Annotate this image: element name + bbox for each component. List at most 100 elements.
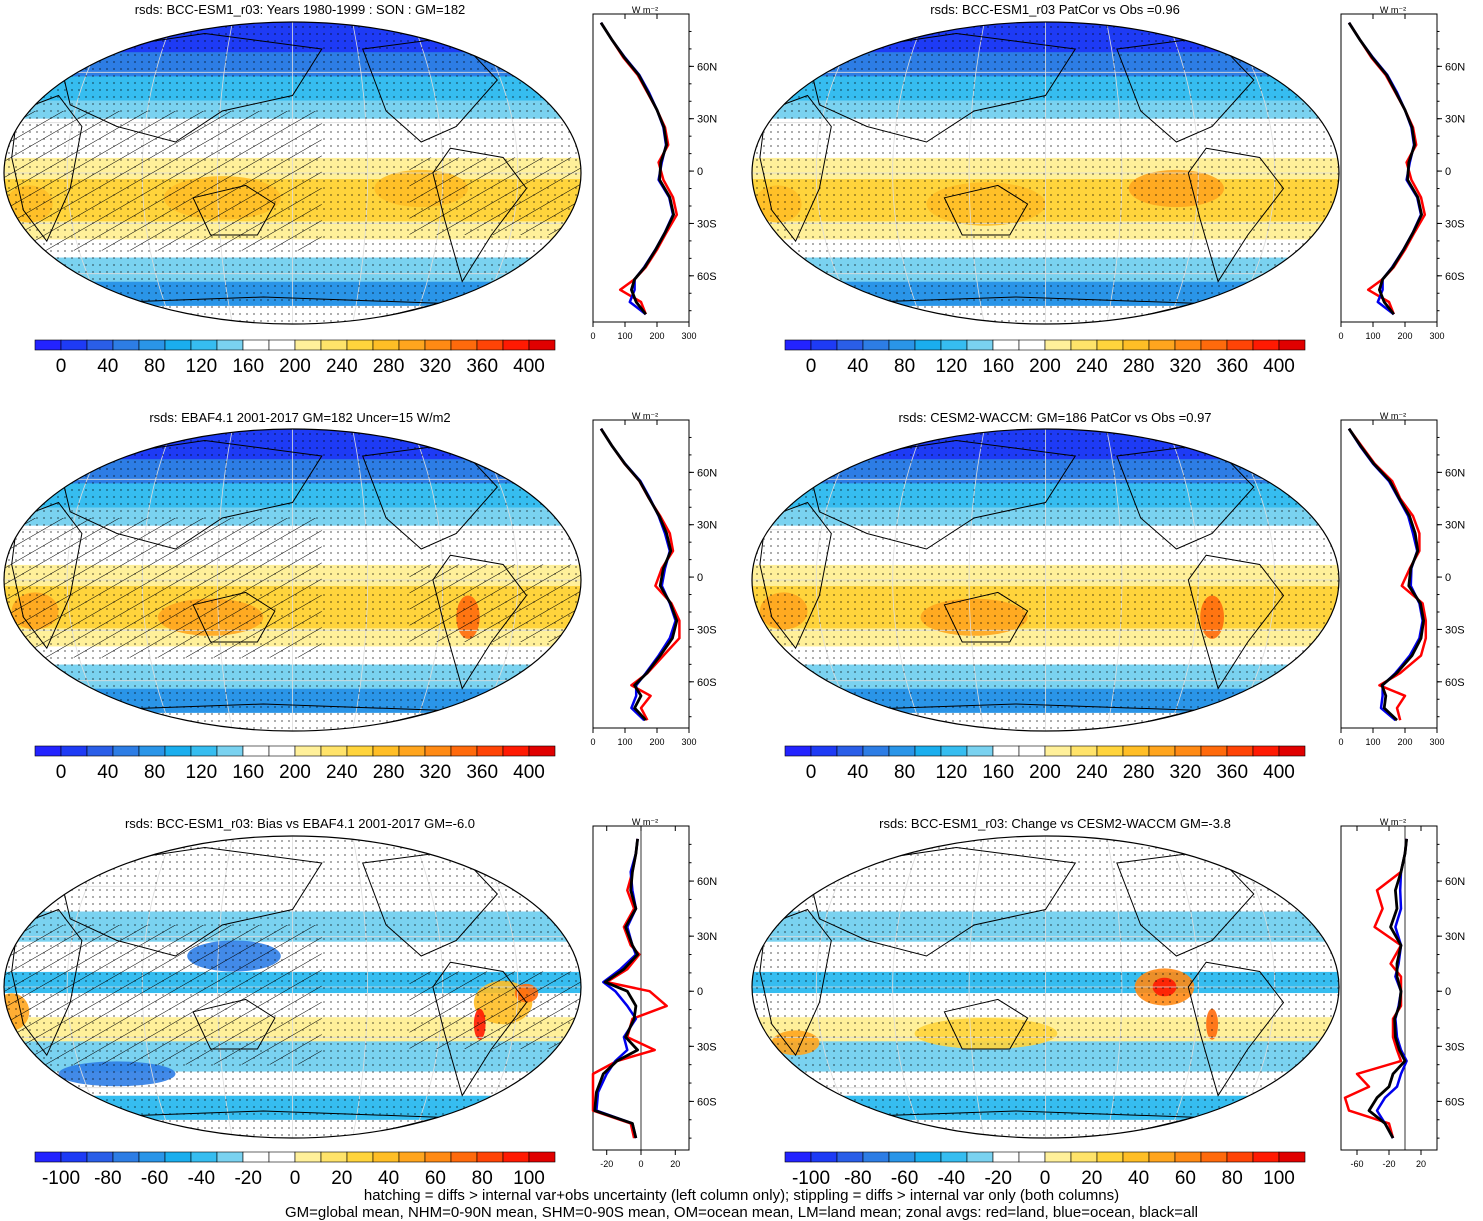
zonal-x-tick-label: 200 xyxy=(1397,331,1412,341)
colorbar-tick-label: 80 xyxy=(472,1168,493,1189)
stippling xyxy=(752,22,1339,324)
colorbar-swatch xyxy=(164,1151,192,1163)
colorbar-swatch xyxy=(1148,339,1176,351)
zonal-x-tick-label: 300 xyxy=(681,737,696,747)
zonal-frame xyxy=(1340,419,1438,729)
colorbar-tick-label: 40 xyxy=(378,1168,399,1189)
zonal-line-ocean xyxy=(599,428,677,722)
colorbar-tick-label: 60 xyxy=(1175,1168,1196,1189)
map-field xyxy=(4,429,581,731)
colorbar-swatch xyxy=(940,745,968,757)
colorbar-tick-label: 40 xyxy=(97,762,118,783)
colorbar-swatch xyxy=(216,339,244,351)
zonal-mean-panel-3: W m⁻² 60N 30N 0 30S 60S 0 100 200 300 xyxy=(590,411,717,747)
colorbar-swatch xyxy=(992,339,1020,351)
zonal-unit-label: W m⁻² xyxy=(1380,411,1406,421)
colorbar-tick-label: 320 xyxy=(420,762,452,783)
coastline xyxy=(759,501,832,650)
colorbar-swatch xyxy=(862,339,890,351)
colorbar-swatch xyxy=(346,745,374,757)
coastline xyxy=(1187,554,1285,690)
coastline xyxy=(943,591,1029,643)
colorbar-swatch xyxy=(372,339,400,351)
coastline xyxy=(192,591,276,643)
zonal-y-tick-label: 60S xyxy=(697,1096,717,1108)
coastline xyxy=(1187,147,1285,283)
colorbar-tick-label: -60 xyxy=(141,1168,168,1189)
colorbar-swatch xyxy=(1044,339,1072,351)
map-field xyxy=(752,429,1339,731)
zonal-line-all xyxy=(1347,21,1423,316)
colorbar-tick-label: 200 xyxy=(1029,762,1061,783)
zonal-frame xyxy=(592,13,690,323)
zonal-y-tick-label: 60S xyxy=(1445,271,1465,283)
colorbar-swatch xyxy=(112,745,140,757)
colorbar-swatch xyxy=(242,745,270,757)
coastline xyxy=(759,94,832,243)
colorbar-swatch xyxy=(372,745,400,757)
zonal-line-ocean xyxy=(1347,22,1423,316)
colorbar-swatch xyxy=(1278,339,1306,351)
colorbar-swatch xyxy=(34,339,62,351)
colorbar-swatch xyxy=(966,745,994,757)
colorbar-swatch xyxy=(914,1151,942,1163)
colorbar-swatch xyxy=(346,1151,374,1163)
colorbar-tick-label: -80 xyxy=(94,1168,121,1189)
zonal-x-tick-label: -20 xyxy=(1382,1159,1395,1169)
panel-title-4: rsds: CESM2-WACCM: GM=186 PatCor vs Obs … xyxy=(898,410,1212,425)
colorbar-swatch xyxy=(164,745,192,757)
panel-title-1: rsds: BCC-ESM1_r03: Years 1980-1999 : SO… xyxy=(134,2,466,17)
colorbar-tick-label: 280 xyxy=(1123,356,1155,377)
colorbar-tick-label: 320 xyxy=(1170,762,1202,783)
zonal-line-ocean xyxy=(1347,428,1424,722)
colorbar-swatch xyxy=(268,1151,296,1163)
colorbar-tick-label: 280 xyxy=(373,356,405,377)
colorbar-swatch xyxy=(34,745,62,757)
colorbar-swatch xyxy=(836,339,864,351)
map-field xyxy=(752,22,1339,324)
zonal-y-tick-label: 60N xyxy=(1445,467,1465,479)
coastline xyxy=(11,94,83,243)
colorbar-swatch xyxy=(1044,745,1072,757)
zonal-x-tick-label: -60 xyxy=(1350,1159,1363,1169)
colorbar-swatch xyxy=(190,745,218,757)
zonal-line-land xyxy=(1347,22,1427,315)
zonal-y-tick-label: 30S xyxy=(697,218,717,230)
zonal-x-tick-label: 0 xyxy=(1338,737,1343,747)
colorbar-swatch xyxy=(784,339,812,351)
colorbar-tick-label: 0 xyxy=(806,356,817,377)
colorbar-swatch xyxy=(1200,1151,1228,1163)
zonal-y-tick-label: 60N xyxy=(1445,876,1465,888)
colorbar-swatch xyxy=(1122,745,1150,757)
colorbar-swatch xyxy=(836,1151,864,1163)
colorbar-swatch xyxy=(1252,339,1280,351)
colorbar-tick-label: 160 xyxy=(232,762,264,783)
colorbar-tick-label: 0 xyxy=(806,762,817,783)
zonal-line-all xyxy=(593,838,639,1139)
colorbar-swatch xyxy=(112,1151,140,1163)
colorbar-swatch xyxy=(528,745,556,757)
zonal-x-tick-label: 100 xyxy=(617,737,632,747)
colorbar-panel-4: 0 40 80 120 160 200 240 280 320 360 400 xyxy=(784,745,1306,783)
colorbar-tick-label: 160 xyxy=(982,356,1014,377)
colorbar-swatch xyxy=(1070,339,1098,351)
colorbar-swatch xyxy=(242,1151,270,1163)
coastline xyxy=(192,998,276,1050)
colorbar-tick-label: -60 xyxy=(891,1168,918,1189)
zonal-frame xyxy=(592,419,690,729)
coastline xyxy=(943,998,1029,1050)
colorbar-swatch xyxy=(424,745,452,757)
colorbar-swatch xyxy=(1070,745,1098,757)
zonal-mean-panel-5: W m⁻² 60N 30N 0 30S 60S -20 0 20 xyxy=(591,817,717,1169)
zonal-y-tick-label: 30N xyxy=(1445,520,1465,532)
colorbar-swatch xyxy=(992,745,1020,757)
colorbar-tick-label: -100 xyxy=(792,1168,830,1189)
colorbar-swatch xyxy=(810,745,838,757)
colorbar-tick-label: 80 xyxy=(144,762,165,783)
colorbar-swatch xyxy=(424,339,452,351)
zonal-unit-label: W m⁻² xyxy=(1380,5,1406,15)
colorbar-swatch xyxy=(1122,339,1150,351)
stippling xyxy=(752,836,1339,1138)
colorbar-swatch xyxy=(450,339,478,351)
zonal-x-tick-label: 300 xyxy=(1429,331,1444,341)
